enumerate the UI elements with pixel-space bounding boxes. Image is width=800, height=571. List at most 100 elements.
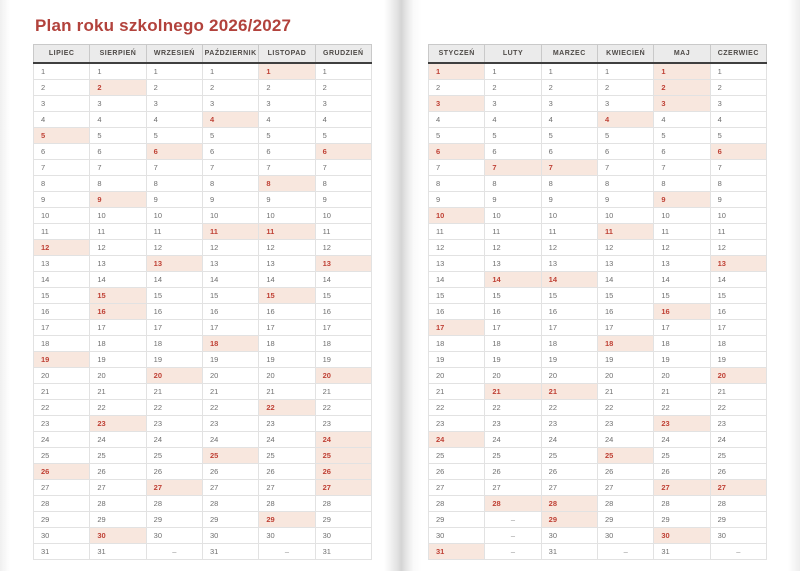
day-cell: 11 — [314, 223, 373, 240]
day-cell: 9 — [145, 191, 203, 208]
day-cell: 2 — [653, 79, 711, 96]
day-cell: 5 — [258, 127, 316, 144]
day-cell: 26 — [653, 463, 711, 480]
day-cell: 8 — [427, 175, 485, 192]
day-cell: 30 — [32, 527, 90, 544]
day-cell: 16 — [484, 303, 542, 320]
day-cell: 21 — [540, 383, 598, 400]
day-cell: 26 — [89, 463, 147, 480]
day-cell: 6 — [709, 143, 768, 160]
day-cell: 4 — [201, 111, 259, 128]
day-cell: 8 — [484, 175, 542, 192]
day-cell: 31 — [314, 543, 373, 560]
day-cell: 13 — [314, 255, 373, 272]
day-cell: 3 — [653, 95, 711, 112]
day-cell: 16 — [89, 303, 147, 320]
day-cell: 25 — [145, 447, 203, 464]
day-row: 13 13 13 13 13 13 — [32, 255, 373, 272]
day-cell: 25 — [201, 447, 259, 464]
day-cell: 3 — [89, 95, 147, 112]
page-title: Plan roku szkolnego 2026/2027 — [35, 16, 292, 35]
day-cell: 27 — [709, 479, 768, 496]
day-cell: – — [484, 527, 542, 544]
day-cell: 1 — [596, 62, 654, 80]
day-cell: 31 — [89, 543, 147, 560]
day-cell: 27 — [540, 479, 598, 496]
day-cell: 29 — [596, 511, 654, 528]
day-row: 29–29 29 29 29 — [427, 511, 768, 528]
day-cell: 2 — [314, 79, 373, 96]
day-row: 31 31–31–31 — [32, 543, 373, 560]
day-cell: 28 — [145, 495, 203, 512]
day-cell: 30 — [258, 527, 316, 544]
day-row: 13 13 13 13 13 13 — [427, 255, 768, 272]
day-row: 20 20 20 20 20 20 — [32, 367, 373, 384]
day-cell: 6 — [258, 143, 316, 160]
day-cell: 6 — [201, 143, 259, 160]
day-cell: 17 — [32, 319, 90, 336]
day-cell: 6 — [653, 143, 711, 160]
day-cell: 8 — [709, 175, 768, 192]
day-cell: 14 — [484, 271, 542, 288]
day-cell: 20 — [145, 367, 203, 384]
day-cell: 12 — [709, 239, 768, 256]
day-row: 27 27 27 27 27 27 — [32, 479, 373, 496]
day-row: 15 15 15 15 15 15 — [427, 287, 768, 304]
day-cell: 2 — [484, 79, 542, 96]
day-row: 17 17 17 17 17 17 — [32, 319, 373, 336]
day-cell: 31 — [201, 543, 259, 560]
day-cell: 27 — [596, 479, 654, 496]
day-cell: 25 — [314, 447, 373, 464]
day-cell: 13 — [89, 255, 147, 272]
day-cell: 29 — [145, 511, 203, 528]
day-cell: 13 — [484, 255, 542, 272]
day-cell: – — [145, 543, 203, 560]
day-cell: 7 — [89, 159, 147, 176]
day-cell: 7 — [32, 159, 90, 176]
day-cell: 15 — [540, 287, 598, 304]
day-cell: 17 — [89, 319, 147, 336]
day-cell: 21 — [32, 383, 90, 400]
month-header: CZERWIEC — [709, 44, 768, 64]
day-cell: 15 — [427, 287, 485, 304]
day-cell: 10 — [427, 207, 485, 224]
day-cell: 2 — [709, 79, 768, 96]
day-cell: 16 — [258, 303, 316, 320]
day-cell: 13 — [653, 255, 711, 272]
day-cell: 3 — [32, 95, 90, 112]
day-cell: 2 — [596, 79, 654, 96]
day-cell: 26 — [540, 463, 598, 480]
day-row: 30–30 30 30 30 — [427, 527, 768, 544]
day-cell: 30 — [201, 527, 259, 544]
day-cell: 17 — [484, 319, 542, 336]
day-cell: 18 — [201, 335, 259, 352]
day-cell: 27 — [32, 479, 90, 496]
day-cell: 24 — [484, 431, 542, 448]
day-row: 12 12 12 12 12 12 — [32, 239, 373, 256]
day-cell: 9 — [89, 191, 147, 208]
day-cell: 4 — [145, 111, 203, 128]
day-cell: 16 — [314, 303, 373, 320]
day-cell: 20 — [484, 367, 542, 384]
day-cell: 24 — [596, 431, 654, 448]
day-cell: 10 — [258, 207, 316, 224]
day-cell: 9 — [201, 191, 259, 208]
day-row: 27 27 27 27 27 27 — [427, 479, 768, 496]
day-cell: 28 — [540, 495, 598, 512]
day-cell: 12 — [484, 239, 542, 256]
day-cell: 16 — [709, 303, 768, 320]
day-cell: 13 — [427, 255, 485, 272]
day-cell: 8 — [89, 175, 147, 192]
month-header: GRUDZIEŃ — [314, 44, 373, 64]
day-cell: 20 — [314, 367, 373, 384]
month-header-row: STYCZEŃ LUTY MARZEC KWIECIEŃ MAJ CZERWIEC — [427, 44, 768, 64]
day-cell: 10 — [484, 207, 542, 224]
day-cell: 7 — [145, 159, 203, 176]
day-cell: 26 — [484, 463, 542, 480]
day-cell: – — [709, 543, 768, 560]
day-cell: 5 — [32, 127, 90, 144]
day-cell: 27 — [314, 479, 373, 496]
